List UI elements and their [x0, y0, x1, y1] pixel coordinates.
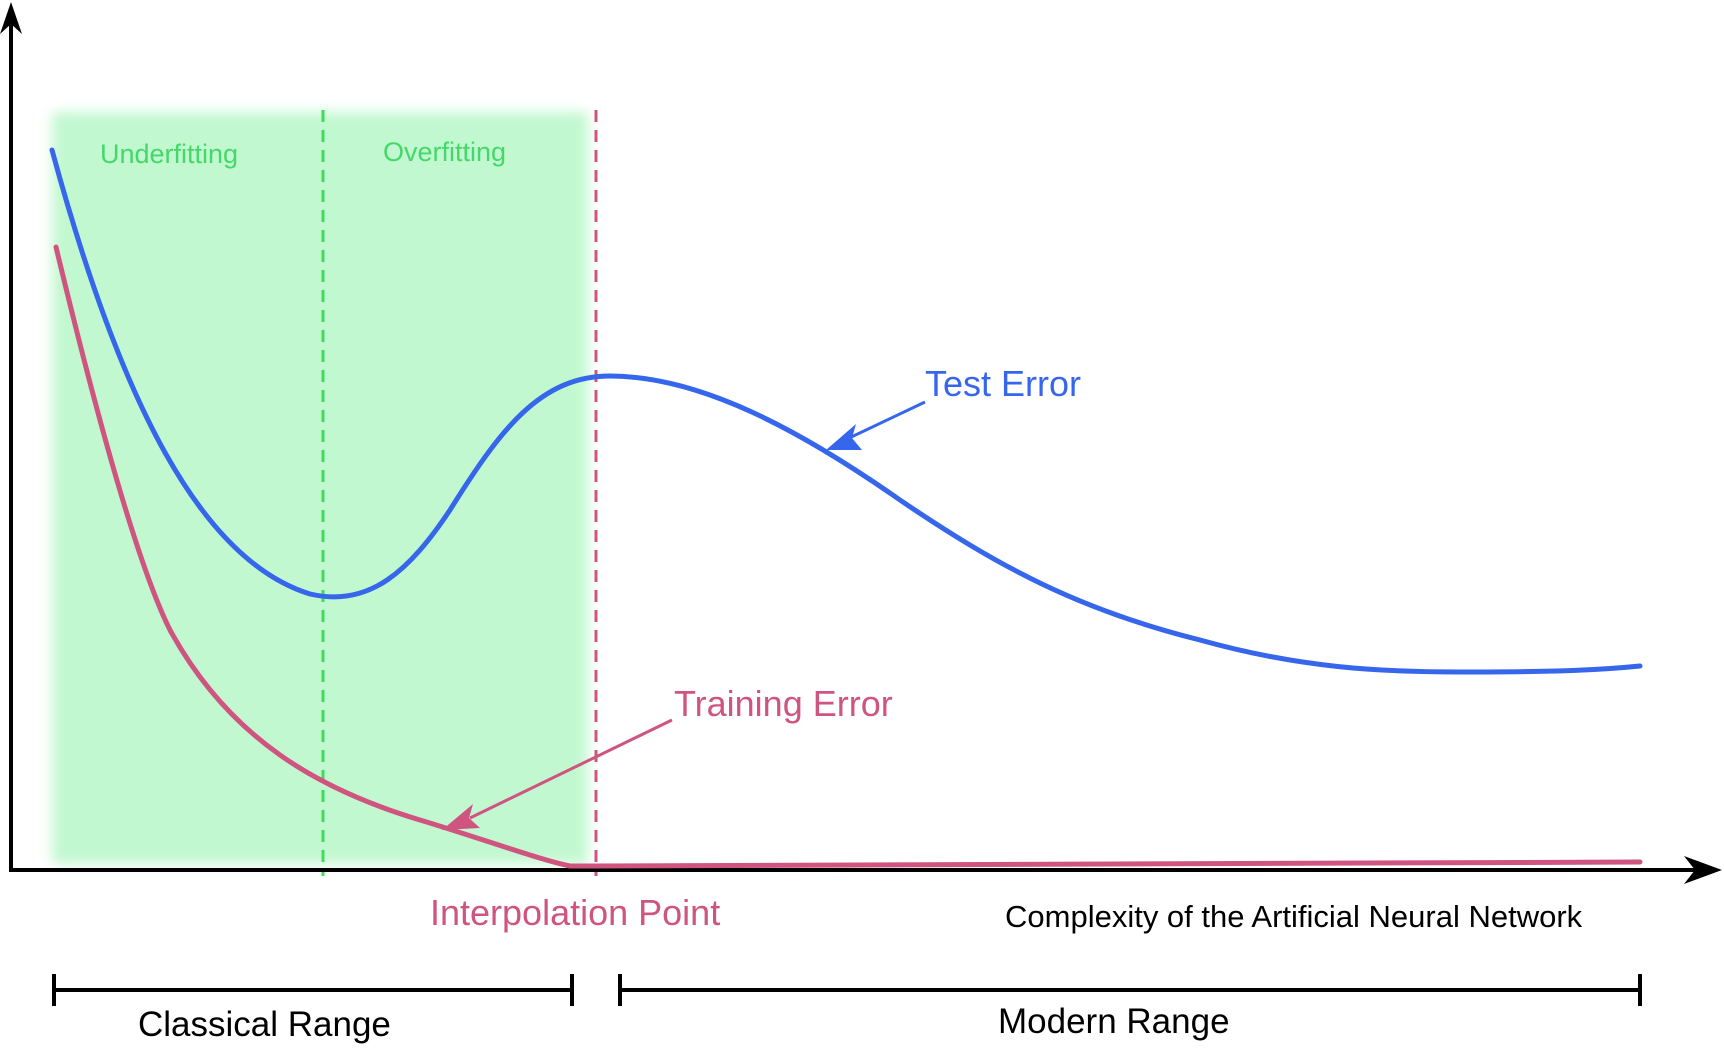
- x-axis: [9, 856, 1722, 884]
- y-axis: [0, 2, 22, 870]
- x-axis-arrow-icon: [1684, 856, 1722, 884]
- training-error-label: Training Error: [674, 683, 893, 724]
- y-axis-arrow-icon: [0, 2, 22, 34]
- classical-range-bracket: [52, 974, 574, 1006]
- training-error-curve: [53, 244, 1643, 869]
- underfitting-label: Underfitting: [100, 139, 238, 169]
- test-error-label: Test Error: [925, 363, 1081, 404]
- x-axis-label: Complexity of the Artificial Neural Netw…: [1005, 899, 1583, 934]
- classical-range-label: Classical Range: [138, 1005, 391, 1044]
- classical-region-shading: [52, 112, 588, 864]
- modern-range-bracket: [618, 974, 1642, 1006]
- test-error-callout: Test Error: [826, 363, 1081, 450]
- test-error-arrow-icon: [826, 424, 862, 450]
- test-error-curve: [49, 147, 1643, 675]
- modern-range-label: Modern Range: [998, 1002, 1230, 1041]
- interpolation-point-label: Interpolation Point: [430, 892, 720, 933]
- overfitting-label: Overfitting: [383, 137, 506, 167]
- training-error-callout: Training Error: [442, 683, 893, 830]
- training-error-arrow-icon: [442, 804, 480, 830]
